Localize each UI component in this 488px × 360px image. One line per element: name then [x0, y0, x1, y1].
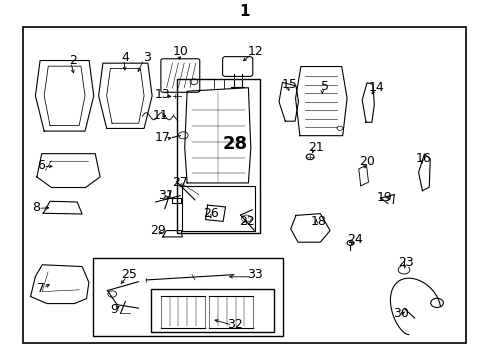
- Bar: [172, 198, 181, 203]
- Text: 23: 23: [397, 256, 413, 269]
- Text: 30: 30: [392, 307, 408, 320]
- Text: 3: 3: [143, 50, 151, 63]
- Text: 26: 26: [203, 207, 219, 220]
- Text: 19: 19: [376, 190, 391, 203]
- Text: 25: 25: [121, 268, 137, 281]
- Text: 28: 28: [222, 135, 247, 153]
- Text: 18: 18: [310, 215, 325, 228]
- Text: 8: 8: [32, 201, 41, 214]
- Bar: [23, 27, 465, 343]
- Text: 9: 9: [110, 303, 118, 316]
- Text: 27: 27: [172, 176, 188, 189]
- Text: 5: 5: [320, 81, 328, 94]
- Text: 31: 31: [158, 189, 173, 202]
- Bar: [151, 289, 273, 332]
- Text: 20: 20: [358, 155, 374, 168]
- Bar: [93, 258, 283, 336]
- Text: 11: 11: [153, 109, 168, 122]
- Text: 12: 12: [247, 45, 263, 58]
- Text: 7: 7: [37, 282, 45, 295]
- Text: 24: 24: [347, 233, 363, 246]
- Text: 21: 21: [308, 141, 324, 154]
- Bar: [177, 79, 260, 233]
- Text: 13: 13: [155, 88, 170, 101]
- Text: 17: 17: [155, 131, 170, 144]
- Text: 32: 32: [226, 318, 242, 330]
- Text: 14: 14: [368, 81, 384, 94]
- Text: 10: 10: [172, 45, 188, 58]
- Text: 6: 6: [37, 159, 45, 172]
- Text: 1: 1: [239, 4, 249, 19]
- Text: 22: 22: [239, 215, 254, 228]
- Text: 4: 4: [121, 50, 129, 63]
- Text: 15: 15: [281, 78, 297, 91]
- Text: 2: 2: [69, 54, 77, 67]
- Text: 29: 29: [150, 224, 165, 237]
- Text: 33: 33: [247, 268, 263, 281]
- Text: 16: 16: [415, 152, 430, 165]
